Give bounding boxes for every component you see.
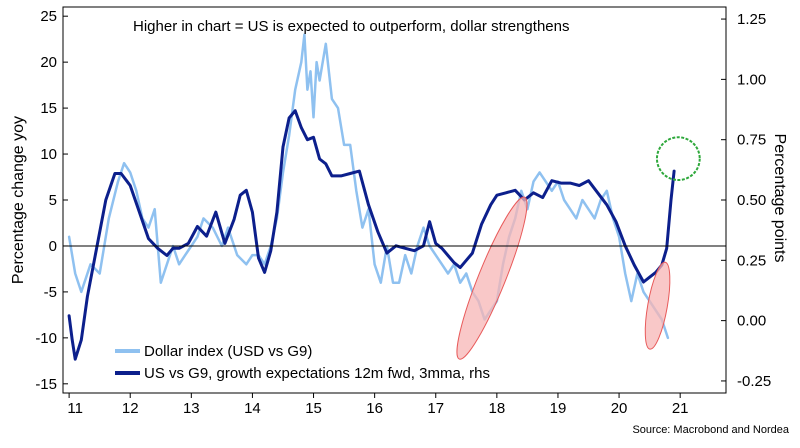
x-tick-label: 15 <box>305 400 322 417</box>
chart-annotation: Higher in chart = US is expected to outp… <box>133 18 569 35</box>
right-tick-label: -0.25 <box>737 373 771 390</box>
plot-frame <box>62 6 727 394</box>
left-tick-label: -10 <box>35 330 57 347</box>
series-lines <box>67 33 676 361</box>
left-tick-label: 25 <box>40 8 57 25</box>
source-note: Source: Macrobond and Nordea <box>632 424 789 436</box>
plot-border <box>62 6 727 394</box>
series-line-dollar-index <box>67 33 670 340</box>
right-tick-label: 1.25 <box>737 11 766 28</box>
left-tick-label: 5 <box>49 192 57 209</box>
x-tick-label: 16 <box>366 400 383 417</box>
highlight-ellipse-1 <box>456 196 528 360</box>
x-tick-label: 12 <box>122 400 139 417</box>
x-tick-label: 14 <box>244 400 261 417</box>
highlight-ellipse-2 <box>644 261 671 350</box>
x-tick-label: 19 <box>550 400 567 417</box>
y-axis-right-label: Percentage points <box>771 134 788 263</box>
highlight-circle <box>655 136 701 182</box>
y-axis-left-label: Percentage change yoy <box>10 116 27 284</box>
x-tick-label: 13 <box>183 400 200 417</box>
left-axis-ticks: 25 20 15 10 5 0 -5 -10 -15 <box>35 8 68 393</box>
x-tick-label: 11 <box>67 400 83 417</box>
right-tick-label: 0.25 <box>737 252 766 269</box>
x-tick-label: 17 <box>427 400 444 417</box>
x-tick-label: 18 <box>489 400 506 417</box>
x-tick-label: 21 <box>672 400 689 417</box>
right-tick-label: 0.50 <box>737 192 766 209</box>
right-tick-label: 0.75 <box>737 132 766 149</box>
left-tick-label: 10 <box>40 146 57 163</box>
right-axis-ticks: 1.25 1.00 0.75 0.50 0.25 0.00 -0.25 <box>721 11 771 390</box>
x-tick-label: 20 <box>611 400 628 417</box>
x-axis-ticks: 11 12 13 14 15 16 17 18 19 20 21 <box>67 393 689 417</box>
left-tick-label: 15 <box>40 100 57 117</box>
series-line-growth-expectations <box>67 109 676 361</box>
highlight-shapes <box>456 136 701 360</box>
left-tick-label: 20 <box>40 54 57 71</box>
right-tick-label: 0.00 <box>737 313 766 330</box>
legend: Dollar index (USD vs G9) US vs G9, growt… <box>115 343 490 382</box>
right-tick-label: 1.00 <box>737 71 766 88</box>
left-tick-label: -5 <box>44 284 57 301</box>
left-tick-label: 0 <box>49 238 57 255</box>
legend-label-dollar: Dollar index (USD vs G9) <box>144 343 312 360</box>
legend-label-growth: US vs G9, growth expectations 12m fwd, 3… <box>144 365 490 382</box>
left-tick-label: -15 <box>35 376 57 393</box>
